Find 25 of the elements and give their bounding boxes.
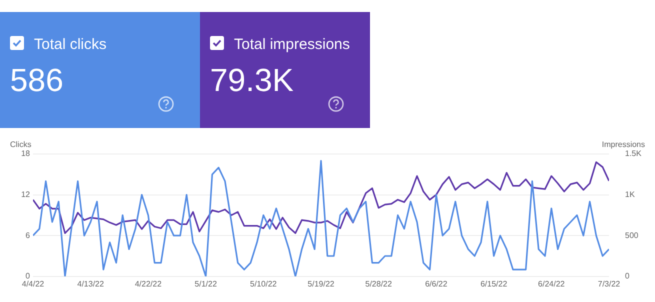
y2-tick-label: 0 [625, 272, 630, 281]
x-tick-label: 5/10/22 [250, 279, 278, 288]
x-tick-label: 6/24/22 [538, 279, 566, 288]
text: 79.3K [210, 62, 294, 99]
text: 586 [10, 62, 64, 99]
x-tick-label: 5/28/22 [365, 279, 392, 288]
legend-label: Total impressions [234, 36, 350, 53]
y2-axis-title: Impressions [602, 140, 645, 149]
x-tick-label: 4/22/22 [134, 279, 162, 288]
legend-label: Total clicks [34, 36, 107, 53]
x-tick-label: 4/13/22 [77, 279, 104, 288]
x-tick-label: 7/3/22 [598, 279, 621, 288]
y-tick-label: 12 [21, 190, 31, 200]
y2-tick-label: 500 [625, 230, 639, 240]
y-tick-label: 0 [26, 272, 31, 281]
y2-tick-label: 1.5K [625, 149, 642, 158]
y-tick-label: 6 [26, 230, 31, 240]
x-tick-label: 4/4/22 [22, 279, 45, 288]
x-tick-label: 5/1/22 [194, 279, 218, 288]
x-tick-label: 5/19/22 [308, 279, 335, 288]
y-tick-label: 18 [21, 149, 31, 158]
y-axis-title: Clicks [10, 140, 32, 149]
y2-tick-label: 1K [625, 190, 636, 200]
x-tick-label: 6/15/22 [480, 279, 508, 288]
x-tick-label: 6/6/22 [425, 279, 448, 288]
